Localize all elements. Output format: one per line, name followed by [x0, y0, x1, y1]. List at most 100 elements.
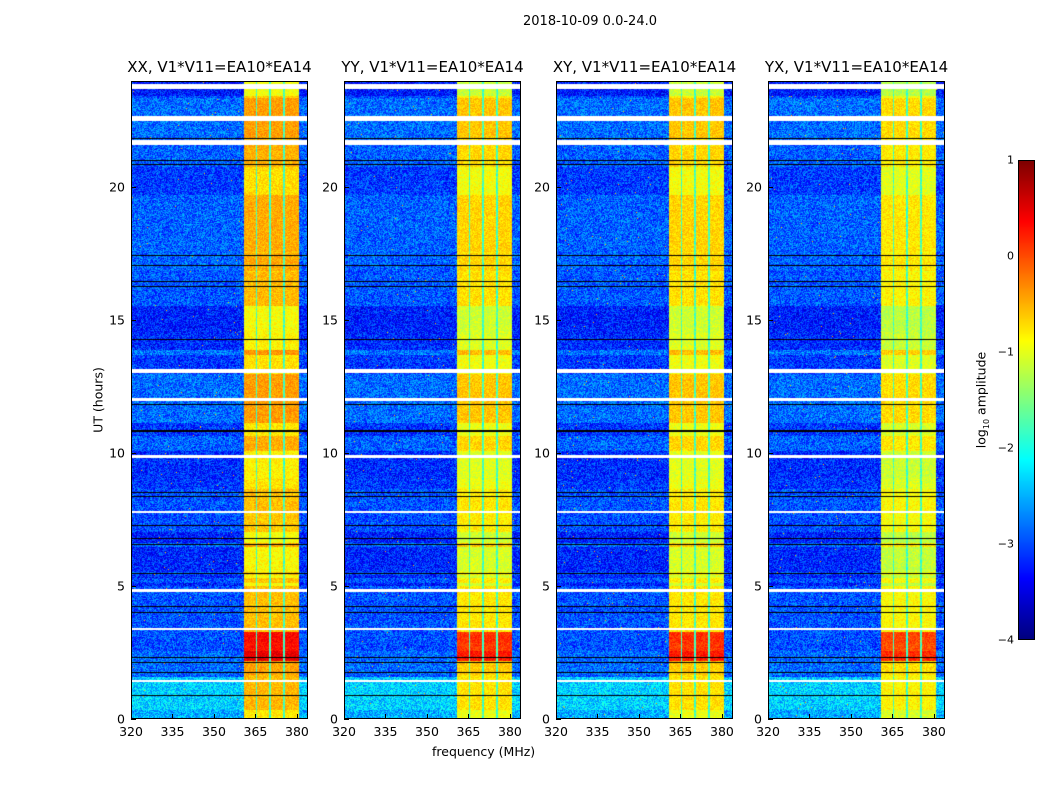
panel-2: XY, V1*V11=EA10*EA14 320 335 350 365 380 0 5 10 1…	[534, 58, 736, 739]
x-axis-label: frequency (MHz)	[432, 744, 536, 759]
x-tick	[344, 714, 345, 719]
colorbar-tick-label: 1	[1007, 153, 1014, 167]
panel-title: XY, V1*V11=EA10*EA14	[552, 58, 737, 76]
x-tick	[426, 714, 428, 719]
y-tick-label: 20	[534, 179, 550, 195]
y-tick	[556, 719, 561, 720]
y-tick-label: 5	[542, 578, 550, 594]
y-tick	[131, 586, 136, 588]
x-tick	[296, 714, 298, 719]
x-tick	[468, 714, 470, 719]
colorbar-tick-label: 0	[1007, 249, 1014, 263]
x-tick-label: 350	[415, 724, 439, 739]
y-tick-label: 0	[330, 711, 338, 727]
y-tick	[344, 453, 349, 455]
y-tick-label: 20	[322, 179, 338, 195]
y-tick-label: 15	[746, 312, 762, 328]
x-tick	[892, 714, 894, 719]
y-tick-label: 5	[754, 578, 762, 594]
y-tick	[344, 586, 349, 588]
y-tick-label: 0	[754, 711, 762, 727]
y-tick	[344, 719, 349, 720]
panel-title: XX, V1*V11=EA10*EA14	[127, 58, 312, 76]
y-axis-label: UT (hours)	[90, 367, 106, 433]
x-tick	[509, 714, 511, 719]
x-tick	[172, 714, 174, 719]
x-tick	[385, 714, 387, 719]
x-tick-label: 380	[922, 724, 946, 739]
x-tick-label: 350	[202, 724, 226, 739]
colorbar-tick-label: −3	[997, 537, 1014, 551]
x-tick-label: 365	[880, 724, 905, 739]
colorbar-label: log10 amplitude	[973, 351, 991, 449]
y-tick	[131, 187, 136, 189]
panel-3: YX, V1*V11=EA10*EA14 320 335 350 365 380 0 5 10 1…	[746, 58, 948, 739]
colorbar-tick-label: −4	[997, 633, 1014, 647]
y-tick-label: 15	[322, 312, 338, 328]
x-tick	[933, 714, 935, 719]
y-tick	[556, 320, 561, 322]
y-tick	[131, 719, 136, 720]
x-tick-label: 320	[756, 724, 780, 739]
x-tick	[809, 714, 811, 719]
y-tick	[768, 586, 773, 588]
heatmap	[556, 81, 733, 719]
x-tick-label: 320	[332, 724, 356, 739]
x-tick-label: 380	[498, 724, 522, 739]
x-tick	[213, 714, 215, 719]
colorbar-tick-label: −1	[997, 345, 1014, 359]
x-tick	[721, 714, 723, 719]
heatmap	[131, 81, 308, 719]
x-tick	[638, 714, 640, 719]
x-tick-label: 350	[627, 724, 651, 739]
panel-0: XX, V1*V11=EA10*EA14 320 335 350 365 380 0 5 10 1…	[109, 58, 312, 739]
y-tick-label: 5	[330, 578, 338, 594]
x-tick-label: 335	[585, 724, 610, 739]
y-tick	[344, 320, 349, 322]
y-tick	[556, 453, 561, 455]
panel-1: YY, V1*V11=EA10*EA14 320 335 350 365 380 0 5 10 1…	[322, 58, 524, 739]
y-tick	[768, 187, 773, 189]
x-tick	[850, 714, 852, 719]
y-tick-label: 10	[322, 445, 338, 461]
x-tick	[768, 714, 769, 719]
y-tick-label: 10	[534, 445, 550, 461]
colorbar	[1018, 160, 1035, 640]
y-tick-label: 0	[542, 711, 550, 727]
x-tick-label: 335	[797, 724, 822, 739]
x-tick-label: 320	[119, 724, 143, 739]
y-tick	[131, 320, 136, 322]
x-tick-label: 365	[456, 724, 481, 739]
y-tick	[131, 453, 136, 455]
x-tick-label: 365	[668, 724, 693, 739]
x-tick	[131, 714, 132, 719]
y-tick-label: 20	[746, 179, 762, 195]
heatmap	[344, 81, 521, 719]
x-tick-label: 380	[710, 724, 734, 739]
x-tick	[556, 714, 557, 719]
heatmap	[768, 81, 945, 719]
colorbar-tick-label: −2	[997, 441, 1014, 455]
panel-title: YY, V1*V11=EA10*EA14	[341, 58, 524, 76]
y-tick	[556, 586, 561, 588]
y-tick-label: 5	[117, 578, 125, 594]
figure-title: 2018-10-09 0.0-24.0	[523, 14, 657, 29]
x-tick-label: 335	[160, 724, 185, 739]
y-tick-label: 15	[534, 312, 550, 328]
y-tick-label: 10	[109, 445, 125, 461]
y-tick	[344, 187, 349, 189]
y-tick-label: 10	[746, 445, 762, 461]
y-tick-label: 15	[109, 312, 125, 328]
x-tick	[680, 714, 682, 719]
y-tick	[768, 719, 773, 720]
x-tick-label: 350	[839, 724, 863, 739]
panel-title: YX, V1*V11=EA10*EA14	[764, 58, 949, 76]
x-tick-label: 335	[373, 724, 398, 739]
x-tick-label: 380	[285, 724, 309, 739]
y-tick-label: 20	[109, 179, 125, 195]
x-tick-label: 365	[243, 724, 268, 739]
x-tick	[597, 714, 599, 719]
y-tick	[768, 320, 773, 322]
y-tick	[768, 453, 773, 455]
